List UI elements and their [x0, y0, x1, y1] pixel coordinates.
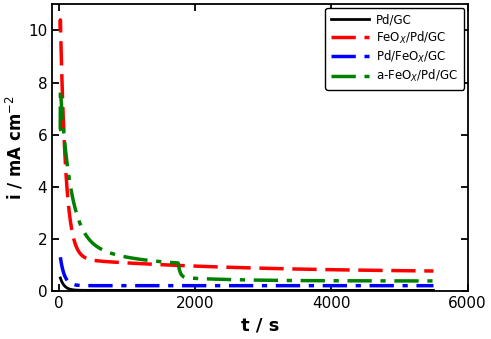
FeO$_X$/Pd/GC [232, 265, 238, 270]
Pd/GC [185, 288, 191, 293]
Pd/GC [57, 276, 63, 280]
Pd/GC [150, 288, 156, 293]
Line: Pd/GC: Pd/GC [60, 278, 434, 291]
a-FeO$_X$/Pd/GC [311, 279, 317, 283]
FeO$_X$/Pd/GC [261, 266, 267, 270]
Pd/FeO$_X$/GC [389, 284, 395, 288]
Pd/FeO$_X$/GC [150, 284, 156, 288]
a-FeO$_X$/Pd/GC [56, 127, 62, 132]
FeO$_X$/Pd/GC [57, 18, 63, 22]
FeO$_X$/Pd/GC [173, 263, 179, 267]
Pd/GC [218, 288, 224, 293]
Pd/FeO$_X$/GC [185, 284, 191, 288]
FeO$_X$/Pd/GC [95, 259, 101, 263]
a-FeO$_X$/Pd/GC [173, 261, 179, 265]
Pd/GC [389, 288, 395, 293]
Y-axis label: i / mA cm$^{-2}$: i / mA cm$^{-2}$ [4, 96, 25, 200]
Legend: Pd/GC, FeO$_X$/Pd/GC, Pd/FeO$_X$/GC, a-FeO$_X$/Pd/GC: Pd/GC, FeO$_X$/Pd/GC, Pd/FeO$_X$/GC, a-F… [326, 8, 464, 90]
Line: FeO$_X$/Pd/GC: FeO$_X$/Pd/GC [59, 20, 434, 271]
Pd/FeO$_X$/GC [57, 255, 63, 259]
a-FeO$_X$/Pd/GC [431, 279, 436, 283]
Pd/GC [431, 288, 436, 293]
Pd/GC [154, 288, 160, 293]
a-FeO$_X$/Pd/GC [261, 278, 267, 282]
FeO$_X$/Pd/GC [265, 266, 271, 271]
Pd/FeO$_X$/GC [431, 284, 436, 288]
Line: a-FeO$_X$/Pd/GC: a-FeO$_X$/Pd/GC [59, 90, 434, 281]
a-FeO$_X$/Pd/GC [232, 278, 238, 282]
Pd/FeO$_X$/GC [154, 284, 160, 288]
a-FeO$_X$/Pd/GC [95, 245, 101, 250]
Pd/GC [90, 288, 96, 293]
FeO$_X$/Pd/GC [56, 28, 62, 32]
FeO$_X$/Pd/GC [431, 269, 436, 273]
FeO$_X$/Pd/GC [311, 267, 317, 272]
Pd/GC [389, 288, 395, 293]
Pd/FeO$_X$/GC [90, 284, 96, 288]
Pd/FeO$_X$/GC [389, 284, 395, 288]
a-FeO$_X$/Pd/GC [265, 278, 271, 282]
X-axis label: t / s: t / s [241, 317, 279, 335]
a-FeO$_X$/Pd/GC [57, 88, 63, 92]
Line: Pd/FeO$_X$/GC: Pd/FeO$_X$/GC [60, 257, 434, 286]
Pd/FeO$_X$/GC [217, 284, 222, 288]
